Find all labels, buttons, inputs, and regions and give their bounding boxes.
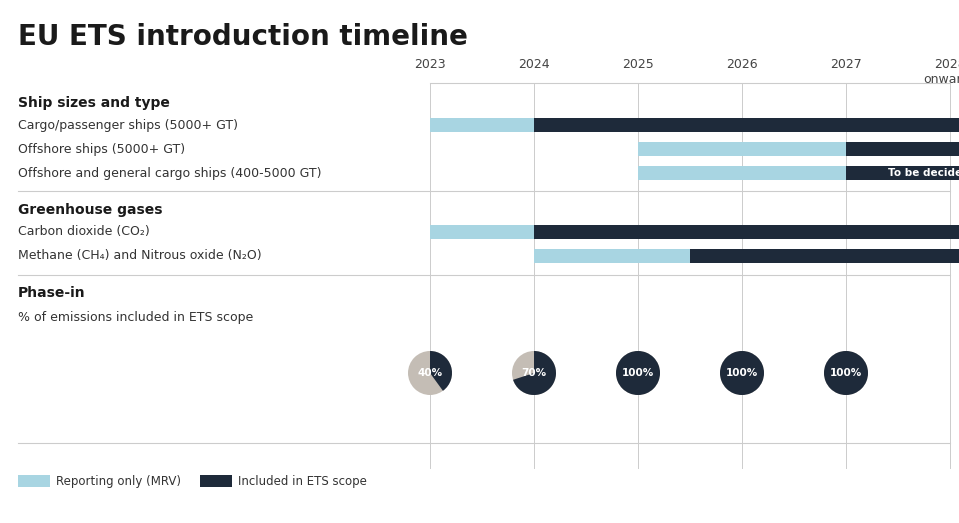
Text: Carbon dioxide (CO₂): Carbon dioxide (CO₂) — [18, 225, 150, 238]
Bar — [638, 142, 846, 156]
Bar — [534, 225, 959, 239]
Wedge shape — [430, 351, 452, 391]
Bar — [846, 142, 959, 156]
Text: 2027: 2027 — [830, 58, 862, 71]
Text: Phase-in: Phase-in — [18, 286, 85, 300]
Bar — [534, 249, 690, 263]
Circle shape — [408, 351, 452, 395]
Circle shape — [512, 351, 556, 395]
Text: 40%: 40% — [417, 368, 442, 378]
Bar — [200, 475, 232, 487]
Text: 2023: 2023 — [414, 58, 446, 71]
Wedge shape — [616, 351, 660, 395]
Text: Offshore ships (5000+ GT): Offshore ships (5000+ GT) — [18, 142, 185, 155]
Text: Ship sizes and type: Ship sizes and type — [18, 96, 170, 110]
Wedge shape — [824, 351, 868, 395]
Wedge shape — [513, 351, 556, 395]
Text: 100%: 100% — [621, 368, 654, 378]
Circle shape — [824, 351, 868, 395]
Text: Methane (CH₄) and Nitrous oxide (N₂O): Methane (CH₄) and Nitrous oxide (N₂O) — [18, 249, 262, 263]
Text: Included in ETS scope: Included in ETS scope — [238, 474, 367, 487]
Text: 100%: 100% — [726, 368, 759, 378]
Bar — [638, 166, 846, 180]
Bar — [18, 475, 50, 487]
Text: Offshore and general cargo ships (400-5000 GT): Offshore and general cargo ships (400-50… — [18, 166, 321, 179]
Bar — [430, 118, 534, 132]
Text: 100%: 100% — [830, 368, 862, 378]
Text: EU ETS introduction timeline: EU ETS introduction timeline — [18, 23, 468, 51]
Bar — [846, 166, 959, 180]
Text: 2028
onwards: 2028 onwards — [924, 58, 959, 86]
Text: To be decided: To be decided — [888, 168, 959, 178]
Text: 2026: 2026 — [726, 58, 758, 71]
Text: Greenhouse gases: Greenhouse gases — [18, 203, 162, 217]
Text: Cargo/passenger ships (5000+ GT): Cargo/passenger ships (5000+ GT) — [18, 119, 238, 131]
Wedge shape — [720, 351, 764, 395]
Bar — [430, 225, 534, 239]
Text: 70%: 70% — [522, 368, 547, 378]
Text: % of emissions included in ETS scope: % of emissions included in ETS scope — [18, 312, 253, 324]
Circle shape — [616, 351, 660, 395]
Bar — [534, 118, 959, 132]
Bar — [690, 249, 959, 263]
Text: Reporting only (MRV): Reporting only (MRV) — [56, 474, 181, 487]
Circle shape — [720, 351, 764, 395]
Text: 2024: 2024 — [518, 58, 550, 71]
Text: 2025: 2025 — [622, 58, 654, 71]
